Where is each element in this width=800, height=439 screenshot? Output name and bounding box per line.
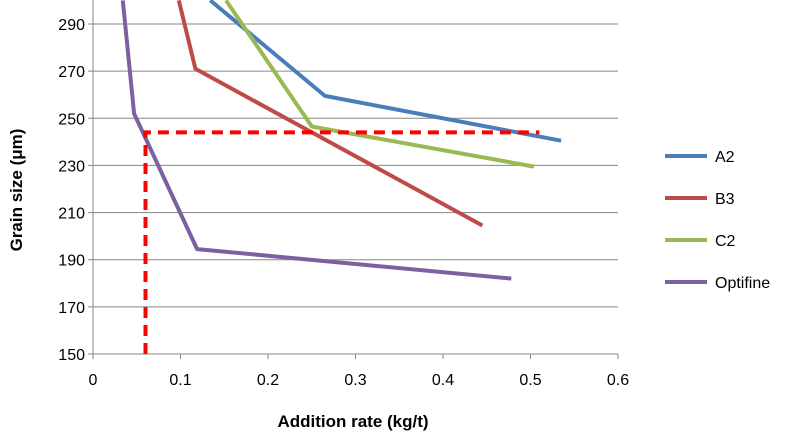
legend-label-a2: A2 xyxy=(715,149,735,166)
series-line-optifine xyxy=(120,0,512,281)
legend-label-c2: C2 xyxy=(715,233,736,250)
x-tick-label: 0.2 xyxy=(257,372,279,389)
axes xyxy=(88,0,619,359)
series-line-a2 xyxy=(209,0,562,143)
y-tick-label: 150 xyxy=(58,347,85,364)
x-axis-title: Addition rate (kg/t) xyxy=(277,412,428,431)
legend-label-b3: B3 xyxy=(715,191,735,208)
y-tick-label: 190 xyxy=(58,253,85,270)
x-tick-label: 0.5 xyxy=(519,372,541,389)
y-tick-label: 230 xyxy=(58,158,85,175)
y-tick-label: 270 xyxy=(58,64,85,81)
y-tick-label: 210 xyxy=(58,206,85,223)
y-axis-title: Grain size (μm) xyxy=(7,129,26,252)
y-tick-label: 170 xyxy=(58,300,85,317)
legend-label-optifine: Optifine xyxy=(715,275,770,292)
x-tick-label: 0.3 xyxy=(344,372,366,389)
x-tick-label: 0 xyxy=(89,372,98,389)
annotations xyxy=(143,130,540,354)
series-line-b3 xyxy=(176,0,484,228)
dashed-guide-line xyxy=(143,130,540,354)
series-line-c2 xyxy=(224,0,535,169)
y-tick-label: 250 xyxy=(58,111,85,128)
x-tick-label: 0.1 xyxy=(169,372,191,389)
y-tick-label: 290 xyxy=(58,17,85,34)
tick-labels: 150 170 190 210 230 250 270 290 0 0.1 0.2 0.3 0.4 0.5… xyxy=(58,17,629,389)
x-tick-label: 0.6 xyxy=(607,372,629,389)
series-lines xyxy=(120,0,562,281)
legend: A2 B3 C2 Optifine xyxy=(665,149,770,292)
x-tick-label: 0.4 xyxy=(432,372,454,389)
